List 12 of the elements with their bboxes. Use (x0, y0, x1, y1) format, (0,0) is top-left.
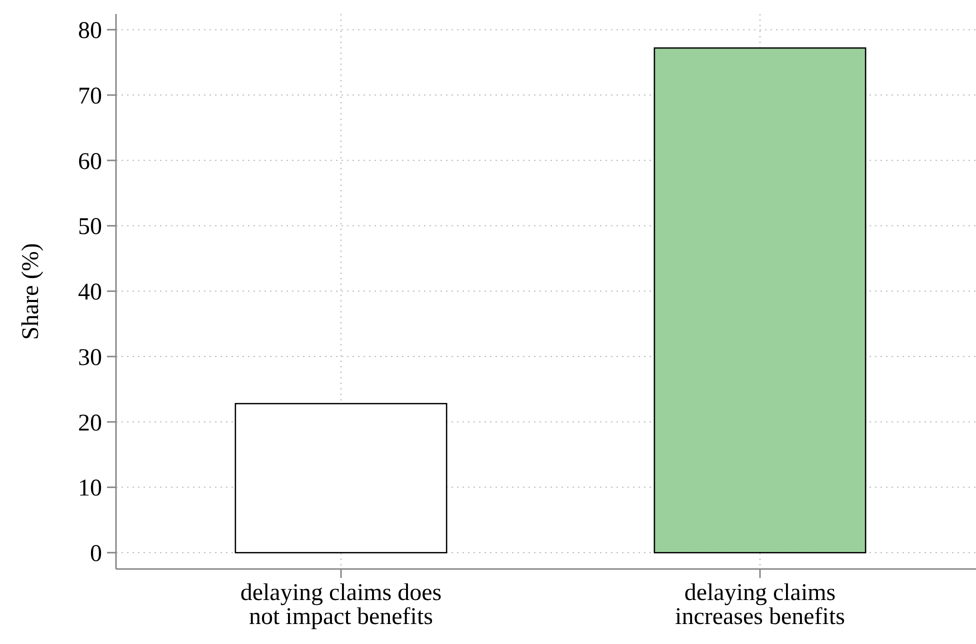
y-tick-label: 20 (78, 410, 102, 436)
y-tick-label: 0 (90, 541, 102, 568)
y-axis-title: Share (%) (18, 243, 44, 340)
y-tick-label: 30 (78, 344, 102, 371)
y-tick-label: 80 (78, 18, 102, 44)
x-tick-label: delaying claims does not impact benefits (240, 580, 442, 630)
x-tick-label: delaying claims increases benefits (675, 580, 845, 630)
y-tick-label: 60 (78, 148, 102, 175)
y-tick-label: 70 (78, 83, 102, 110)
y-tick-label: 40 (78, 280, 102, 306)
y-tick-label: 10 (78, 476, 102, 502)
y-tick-label: 50 (78, 214, 102, 240)
